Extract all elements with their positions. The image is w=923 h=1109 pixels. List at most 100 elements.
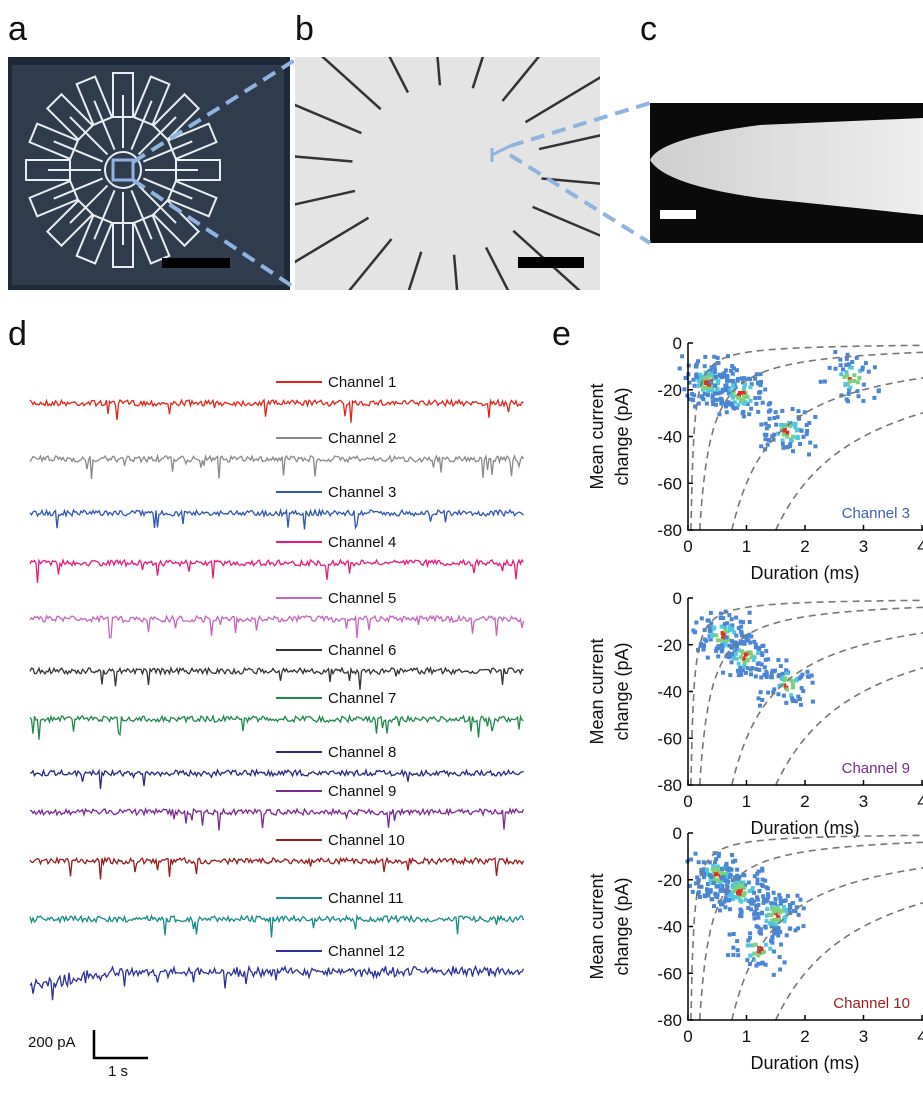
heat-cell xyxy=(696,860,701,865)
heat-cell xyxy=(722,622,727,626)
channel-label: Channel 9 xyxy=(842,760,910,777)
x-tick-label: 1 xyxy=(742,1027,751,1046)
heat-cell xyxy=(689,857,693,862)
heat-cell xyxy=(763,657,768,662)
heat-cell xyxy=(725,374,730,378)
heat-cell xyxy=(807,452,811,457)
heat-cell xyxy=(724,861,729,866)
heat-cell xyxy=(748,943,753,948)
heat-cell xyxy=(813,444,818,449)
heat-cell xyxy=(755,897,760,902)
heat-cell xyxy=(764,671,769,676)
heat-cell xyxy=(778,899,783,903)
heat-cell xyxy=(707,624,712,629)
heat-cell xyxy=(688,397,693,402)
heat-cell xyxy=(771,921,776,926)
heat-cell xyxy=(771,690,776,695)
heat-cell xyxy=(753,645,758,650)
heat-cell xyxy=(780,909,785,913)
y-tick-label: 0 xyxy=(673,334,682,353)
heat-cell xyxy=(809,673,814,678)
heat-cell xyxy=(718,616,723,620)
heat-cell xyxy=(749,898,754,903)
heat-cell xyxy=(722,877,727,882)
heat-cell xyxy=(822,379,827,384)
pipette xyxy=(501,57,541,102)
heat-cell xyxy=(693,404,698,409)
x-axis-label: Duration (ms) xyxy=(750,1053,859,1073)
heat-cell xyxy=(764,919,769,924)
heat-cell xyxy=(731,379,735,384)
channel-line xyxy=(130,100,153,151)
heat-cell xyxy=(759,946,764,951)
heat-cell xyxy=(723,642,728,646)
heat-cell xyxy=(741,398,746,403)
heat-cell xyxy=(693,851,698,856)
heat-cell xyxy=(749,901,754,906)
heat-cell xyxy=(690,392,695,396)
channel-line xyxy=(137,116,177,156)
heat-cell xyxy=(785,911,790,916)
heat-cell xyxy=(708,888,713,893)
heat-cell xyxy=(686,363,691,368)
heat-cell xyxy=(778,967,783,972)
heat-cell xyxy=(732,386,737,391)
heat-cell xyxy=(852,379,857,383)
heat-cell xyxy=(756,696,761,701)
heatmap-1 xyxy=(677,350,881,457)
heat-cell xyxy=(699,884,704,889)
heat-cell xyxy=(857,376,862,380)
heat-cell xyxy=(765,886,770,891)
heat-cell xyxy=(696,383,701,388)
heat-cell xyxy=(726,953,731,958)
heat-cell xyxy=(790,697,795,702)
heat-cell xyxy=(737,890,742,894)
heat-cell xyxy=(846,399,850,404)
trace xyxy=(29,855,525,880)
heat-cell xyxy=(756,903,761,907)
heat-cell xyxy=(777,929,782,934)
heat-cell xyxy=(732,400,737,405)
heat-cell xyxy=(732,630,737,635)
heat-cell xyxy=(771,972,776,977)
heat-cell xyxy=(724,891,729,896)
heat-cell xyxy=(716,854,721,859)
pipette xyxy=(538,134,600,151)
heat-cell xyxy=(709,880,713,885)
heat-cell xyxy=(691,628,696,633)
heat-cell xyxy=(718,888,723,893)
heat-cell xyxy=(730,364,735,369)
scale-time: 1 s xyxy=(108,1063,128,1080)
heat-cell xyxy=(841,367,845,372)
heat-cell xyxy=(747,650,752,655)
heat-cell xyxy=(742,664,747,669)
heat-cell xyxy=(842,375,847,379)
heat-cell xyxy=(805,428,810,433)
channel-line xyxy=(130,189,153,240)
y-tick-label: 0 xyxy=(673,589,682,608)
heat-cell xyxy=(699,394,704,399)
heat-cell xyxy=(761,884,766,889)
heat-cell xyxy=(782,960,787,965)
heat-cell xyxy=(785,430,790,435)
heat-cell xyxy=(749,634,754,639)
heat-cell xyxy=(733,880,738,885)
heat-cell xyxy=(776,925,781,930)
heat-cell xyxy=(787,906,792,911)
legend-label: Channel 4 xyxy=(328,534,396,551)
heat-cell xyxy=(690,889,695,894)
panel-label: d xyxy=(8,315,27,353)
heat-cell xyxy=(723,383,728,388)
heat-cell xyxy=(716,381,720,386)
heat-cell xyxy=(724,410,729,415)
heat-cell xyxy=(763,421,768,426)
heat-cell xyxy=(701,379,706,384)
heat-cell xyxy=(781,432,786,437)
heat-cell xyxy=(742,394,747,399)
heat-cell xyxy=(745,657,750,662)
legend-label: Channel 5 xyxy=(328,590,396,607)
heat-cell xyxy=(764,675,769,679)
heat-cell xyxy=(691,377,696,382)
heat-cell xyxy=(714,857,719,862)
reservoir xyxy=(45,198,95,248)
